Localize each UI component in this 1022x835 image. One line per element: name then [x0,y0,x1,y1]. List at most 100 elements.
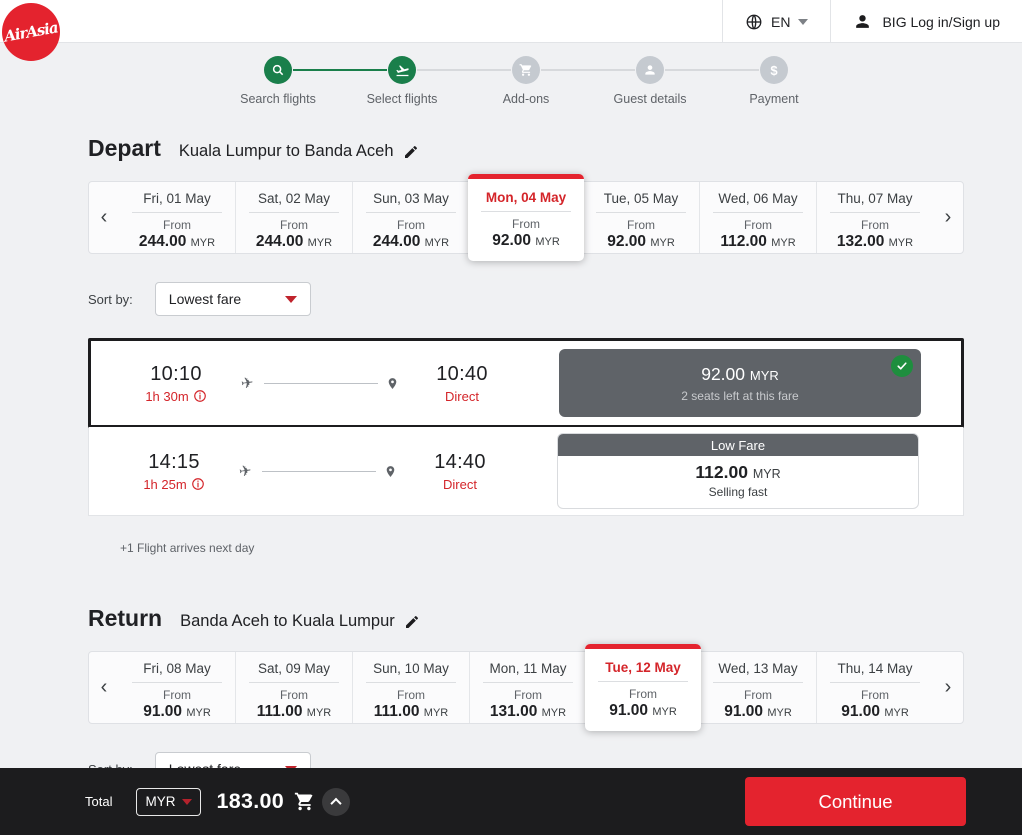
search-icon [272,64,284,76]
info-icon[interactable] [191,477,205,491]
total-amount: 183.00 [216,789,285,813]
date-price: 131.00 [489,703,538,720]
date-currency: MYR [771,237,796,249]
date-currency: MYR [190,237,216,249]
date-cell[interactable]: Sun, 10 May From 111.00 MYR [352,652,469,723]
step-guest-details[interactable]: Guest details [541,56,712,106]
globe-icon [746,14,762,29]
date-day: Mon, 04 May [485,190,567,205]
date-price: 244.00 [372,233,421,250]
departure-time: 10:10 [150,362,202,385]
fare-currency: MYR [752,467,781,481]
date-cell[interactable]: Sat, 09 May From 111.00 MYR [235,652,352,723]
carousel-prev-button[interactable]: ‹ [100,206,108,228]
fare-option[interactable]: Low Fare 112.00 MYR Selling fast [557,433,919,509]
date-cell[interactable]: Sun, 03 May From 244.00 MYR [352,182,469,253]
login-button[interactable]: BIG Log in/Sign up [831,0,1022,43]
date-day: Sun, 03 May [373,191,449,206]
depart-flight-list: 10:10 1h 30m ✈ 10:40 Direct [88,338,964,516]
date-cell[interactable]: Thu, 07 May From 132.00 MYR [816,182,933,253]
step-search-flights[interactable]: Search flights [216,56,340,106]
step-select-flights[interactable]: Select flights [293,56,464,106]
date-cell-selected[interactable]: Tue, 12 May From 91.00 MYR [585,644,701,731]
step-payment[interactable]: $ Payment [665,56,836,106]
date-cell[interactable]: Fri, 08 May From 91.00 MYR [119,652,235,723]
from-label: From [744,218,772,232]
date-cell[interactable]: Thu, 14 May From 91.00 MYR [816,652,933,723]
from-label: From [627,218,655,232]
date-price: 244.00 [138,233,187,250]
fare-price: 112.00 [695,462,748,482]
date-price: 91.00 [143,703,183,720]
return-date-carousel: ‹ Fri, 08 May From 91.00 MYR Sat, 09 May… [88,644,964,731]
carousel-next-button[interactable]: › [944,206,952,228]
chevron-down-icon [798,18,809,25]
cart-icon [519,64,532,76]
date-currency: MYR [767,707,792,719]
fare-currency: MYR [749,367,779,383]
step-label: Search flights [240,92,316,106]
fare-note: Selling fast [708,485,768,499]
date-day: Mon, 11 May [489,661,567,676]
date-currency: MYR [884,707,909,719]
date-price: 112.00 [720,233,767,250]
next-day-footnote: +1 Flight arrives next day [120,541,255,555]
route-line [261,470,376,472]
date-price: 111.00 [256,703,303,720]
flight-takeoff-icon [395,64,409,76]
step-label: Select flights [366,92,438,106]
carousel-prev-button[interactable]: ‹ [100,676,108,698]
edit-pencil-icon[interactable] [403,144,419,160]
date-price: 132.00 [836,233,885,250]
from-label: From [512,217,540,231]
currency-dropdown[interactable]: MYR [136,787,202,816]
continue-button[interactable]: Continue [745,777,966,826]
date-day: Fri, 08 May [143,661,211,676]
dollar-icon: $ [770,62,778,78]
date-day: Sun, 10 May [373,661,449,676]
carousel-next-button[interactable]: › [944,676,952,698]
date-currency: MYR [652,706,677,718]
return-title: Return [88,605,163,631]
from-label: From [629,687,657,701]
info-icon[interactable] [193,389,207,403]
date-price: 91.00 [841,703,881,720]
date-cell[interactable]: Mon, 11 May From 131.00 MYR [469,652,586,723]
date-currency: MYR [535,236,560,248]
from-label: From [280,218,308,232]
depart-sort-dropdown[interactable]: Lowest fare [154,282,311,316]
from-label: From [514,688,542,702]
date-cell[interactable]: Wed, 13 May From 91.00 MYR [700,652,816,723]
top-bar: AirAsia EN BIG Log in/Sign up [0,0,1022,61]
language-selector[interactable]: EN [722,0,832,43]
date-price: 244.00 [255,233,304,250]
date-price: 92.00 [492,232,532,249]
cart-icon[interactable] [294,791,315,812]
fare-tier-label: Low Fare [558,434,918,456]
date-price: 91.00 [724,703,764,720]
expand-total-button[interactable] [322,787,351,816]
flight-row[interactable]: 14:15 1h 25m ✈ 14:40 Direct [89,427,963,515]
date-cell[interactable]: Fri, 01 May From 244.00 MYR [119,182,235,253]
step-add-ons[interactable]: Add-ons [417,56,588,106]
from-label: From [397,688,425,702]
step-label: Payment [749,92,799,106]
edit-pencil-icon[interactable] [404,614,420,630]
date-price: 111.00 [373,703,420,720]
airasia-logo-text: AirAsia [2,18,60,46]
date-day: Tue, 05 May [603,191,679,206]
login-label: BIG Log in/Sign up [882,13,1000,30]
fare-option-selected[interactable]: 92.00 MYR 2 seats left at this fare [559,349,921,417]
fare-price: 92.00 [701,363,746,384]
language-value: EN [771,13,791,30]
plane-icon: ✈ [239,374,255,393]
date-cell[interactable]: Wed, 06 May From 112.00 MYR [699,182,816,253]
flight-duration: 1h 25m [143,476,187,492]
date-cell[interactable]: Tue, 05 May From 92.00 MYR [583,182,699,253]
date-day: Thu, 07 May [837,191,913,206]
date-cell-selected[interactable]: Mon, 04 May From 92.00 MYR [468,174,584,261]
plane-icon: ✈ [237,462,253,481]
airasia-logo[interactable]: AirAsia [2,3,60,61]
flight-row-selected[interactable]: 10:10 1h 30m ✈ 10:40 Direct [88,338,964,428]
date-cell[interactable]: Sat, 02 May From 244.00 MYR [235,182,352,253]
